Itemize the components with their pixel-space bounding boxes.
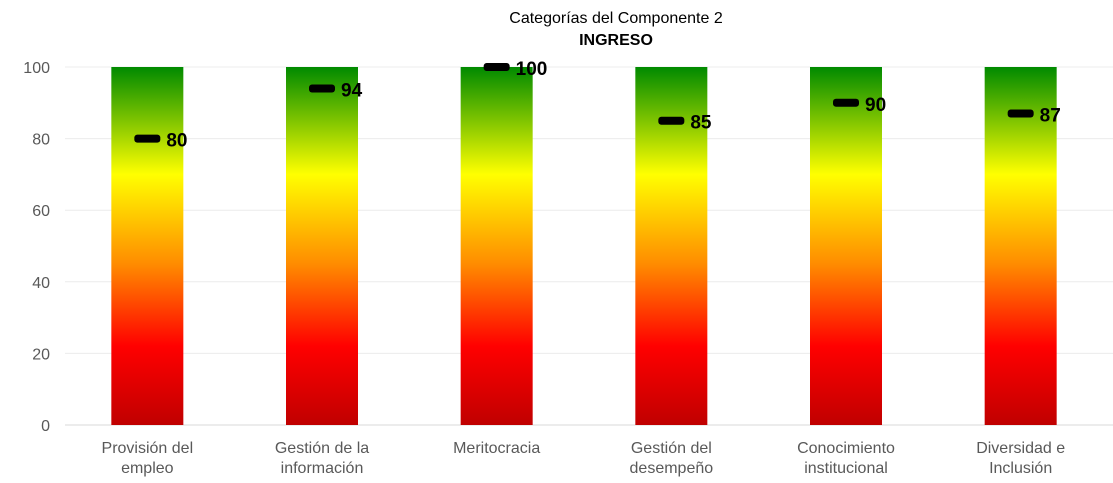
y-tick-label: 0: [41, 418, 50, 435]
value-markers: [134, 63, 1034, 143]
value-marker: [483, 63, 510, 71]
value-marker: [309, 84, 335, 93]
bar: [635, 67, 708, 425]
value-label: 85: [690, 113, 712, 134]
x-axis-category-labels: Provisión del empleo Gestión de la informac…: [102, 440, 1066, 477]
category-label: institucional: [804, 460, 888, 477]
category-label: empleo: [121, 460, 174, 477]
value-label: 94: [341, 80, 363, 101]
category-label: Diversidad e: [976, 440, 1065, 457]
value-label: 87: [1040, 106, 1061, 127]
value-marker: [1007, 109, 1034, 118]
value-marker: [134, 134, 161, 143]
category-label: desempeño: [630, 460, 714, 477]
bars: [111, 67, 1057, 425]
value-label: 80: [166, 131, 187, 152]
y-tick-label: 60: [32, 203, 50, 220]
category-label: Gestión del: [631, 440, 712, 457]
value-label: 90: [865, 95, 886, 116]
y-tick-label: 80: [32, 132, 50, 149]
value-label: 100: [516, 59, 548, 80]
chart-subtitle: INGRESO: [579, 32, 653, 49]
y-tick-label: 40: [32, 275, 50, 292]
chart-title: Categorías del Componente 2: [509, 10, 723, 27]
bar: [460, 67, 533, 425]
category-label: Meritocracia: [453, 440, 540, 457]
y-tick-label: 20: [32, 346, 50, 363]
category-label: Conocimiento: [797, 440, 895, 457]
value-marker: [833, 98, 859, 107]
bar: [810, 67, 882, 425]
value-labels: 80 94 100 85 90 87: [166, 59, 1060, 152]
category-label: Gestión de la: [275, 440, 369, 457]
bar: [286, 67, 358, 425]
y-tick-label: 100: [23, 60, 50, 77]
category-label: Provisión del: [102, 440, 194, 457]
category-label: información: [281, 460, 364, 477]
y-axis-tick-labels: 0 20 40 60 80 100: [23, 60, 50, 435]
category-label: Inclusión: [989, 460, 1052, 477]
gridlines: [65, 66, 1113, 426]
bar: [984, 67, 1057, 425]
value-marker: [658, 116, 685, 125]
bar: [111, 67, 184, 425]
